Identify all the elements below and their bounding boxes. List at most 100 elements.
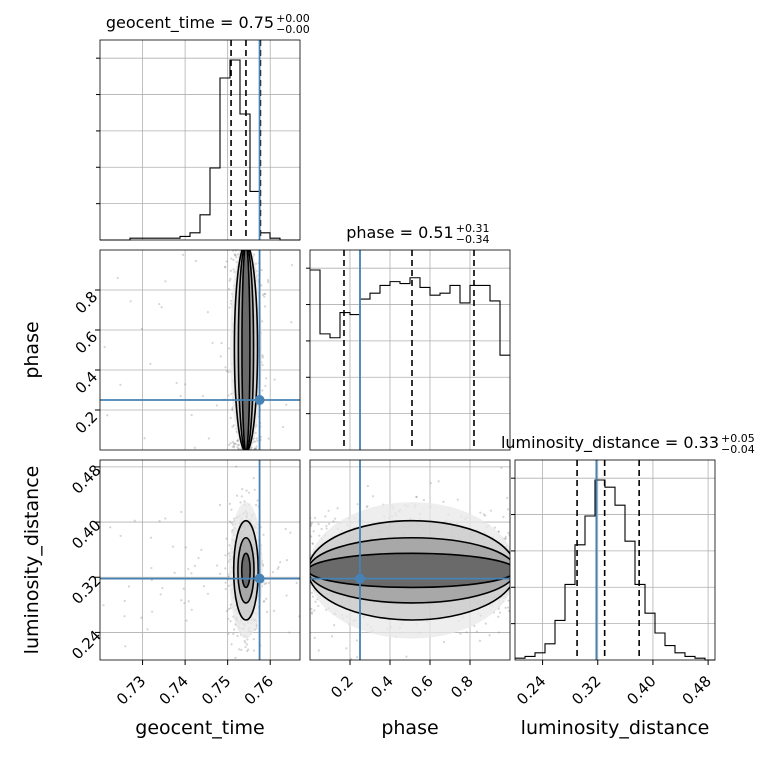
title-geocent_time: geocent_time = 0.75 [106,13,274,33]
sample-point [241,488,244,491]
sample-point [422,498,426,502]
sample-point [254,440,257,443]
sample-point [233,253,236,256]
sample-point [442,640,446,644]
sample-point [227,287,231,291]
sample-point [146,628,149,631]
sample-point [250,446,253,449]
contour-line [232,519,260,621]
sample-point [193,446,196,449]
sample-point [231,407,234,411]
sample-point [310,535,313,538]
sample-point [227,552,230,555]
sample-point [264,292,267,296]
sample-point [233,270,236,273]
sample-point [437,480,440,483]
sample-point [197,556,200,560]
sample-point [262,600,265,603]
xaxis-label-phase: phase [381,717,438,739]
sample-point [227,632,230,635]
sample-point [190,608,193,611]
hist-panel-geocent_time [96,39,301,241]
sample-point [284,527,287,531]
sample-point [295,581,298,585]
sample-point [223,266,227,269]
sample-point [459,632,462,635]
title-sub-geocent_time: −0.00 [276,23,310,36]
sample-point [164,517,167,520]
sample-point [227,608,230,611]
panels-layer [96,39,716,661]
sample-point [506,496,509,500]
xaxis-label-luminosity_distance: luminosity_distance [521,717,710,739]
sample-point [200,548,203,551]
sample-point [206,592,210,595]
scatter-panel-phase-luminosity_distance [309,459,511,661]
sample-point [190,413,193,417]
sample-point [313,609,316,612]
sample-point [325,524,328,528]
sample-point [249,448,253,450]
sample-point [255,624,258,628]
sample-point [225,260,228,263]
sample-point [504,537,507,540]
sample-point [365,505,368,509]
sample-point [253,448,256,450]
hist-step-geocent_time [100,59,300,241]
sample-point [252,649,256,652]
sample-point [239,501,242,504]
sample-point [116,276,119,280]
sample-point [190,572,193,575]
sample-point [202,585,205,588]
sample-point [235,465,238,468]
sample-point [345,647,348,650]
sample-point [175,381,178,385]
sample-point [236,446,239,449]
sample-point [255,445,258,448]
sample-point [246,649,249,653]
sample-point [256,439,259,442]
sample-point [207,437,210,440]
truth-marker [254,395,265,405]
sample-point [123,615,126,618]
sample-point [285,594,288,597]
sample-point [143,437,146,440]
sample-point [475,630,479,633]
panel-content [100,460,300,660]
sample-point [228,279,231,282]
sample-point [310,591,314,595]
sample-point [327,509,330,512]
sample-point [504,606,507,609]
hist-step-luminosity_distance [515,479,715,661]
truth-marker [355,573,365,584]
sample-point [442,500,445,504]
sample-point [243,639,246,643]
sample-point [261,354,264,357]
scatter-panel-geocent_time-phase [99,249,301,451]
sample-point [272,609,276,612]
sample-point [229,416,232,419]
sample-point [314,600,317,603]
panel-content [100,250,300,450]
sample-point [225,537,228,540]
sample-point [123,599,126,603]
sample-point [271,571,274,574]
sample-point [182,587,185,590]
sample-point [311,542,314,545]
sample-point [224,587,227,591]
sample-point [290,321,293,324]
contour-line [237,250,255,450]
sample-point [230,257,233,260]
sample-point [265,610,269,613]
sample-point [497,530,501,533]
sample-point [285,403,288,406]
sample-point [318,534,321,537]
sample-point [228,443,231,446]
sample-point [228,306,231,309]
sample-point [171,545,175,548]
sample-point [158,302,161,306]
sample-point [285,559,288,562]
contour-line [233,250,259,450]
sample-point [229,269,232,272]
